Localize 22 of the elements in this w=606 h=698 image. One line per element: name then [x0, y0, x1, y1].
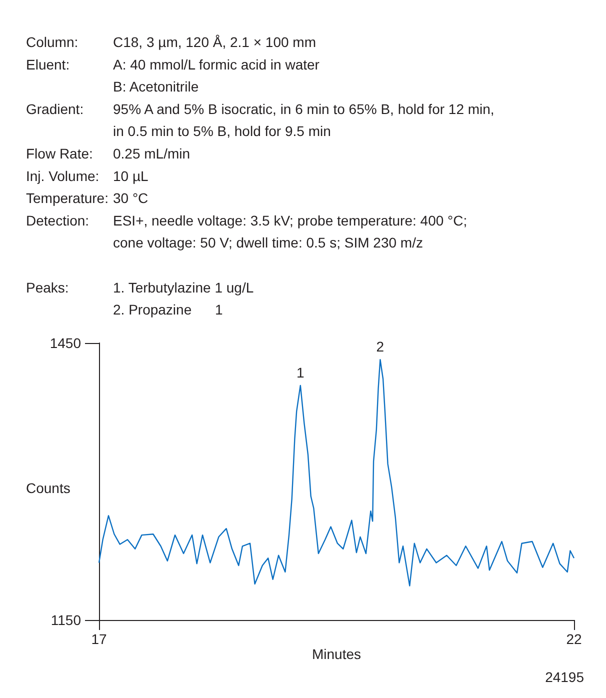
- text: 2. Propazine 1: [113, 302, 223, 318]
- text: cone voltage: 50 V; dwell time: 0.5 s; SIM 230 m/z: [113, 234, 423, 251]
- text: B: Acetonitrile: [113, 78, 199, 95]
- text: Eluent: A: 40 mmol/L formic acid in water: [26, 56, 320, 72]
- text: Column: C18, 3 µm, 120 Å, 2.1 × 100 mm: [26, 34, 316, 50]
- text: 24195: [545, 669, 584, 685]
- text: Peaks: 1. Terbutylazine 1 ug/L: [26, 279, 254, 296]
- text: Gradient: 95% A and 5% B isocratic, in 6 min to 65% B, hold for 12 min,: [26, 100, 494, 117]
- text: in 0.5 min to 5% B, hold for 9.5 min: [113, 123, 331, 140]
- line-series: [98, 359, 575, 586]
- text: Detection: ESI+, needle voltage: 3.5 kV; probe temperature: 400 °C;: [26, 212, 468, 228]
- annotation: 1: [296, 364, 304, 380]
- y-axis-title: Counts: [26, 480, 70, 496]
- text: Flow Rate: 0.25 mL/min: [26, 146, 190, 162]
- x-axis-title: Minutes: [312, 646, 362, 662]
- y-tick-label: 1450: [50, 335, 82, 351]
- text: Temperature: 30 °C: [26, 190, 148, 206]
- x-tick-label: 22: [566, 631, 582, 647]
- y-tick-label: 1150: [50, 612, 82, 628]
- text: Inj. Volume: 10 µL: [26, 168, 149, 184]
- x-tick-label: 17: [91, 631, 107, 647]
- annotation: 2: [376, 338, 384, 355]
